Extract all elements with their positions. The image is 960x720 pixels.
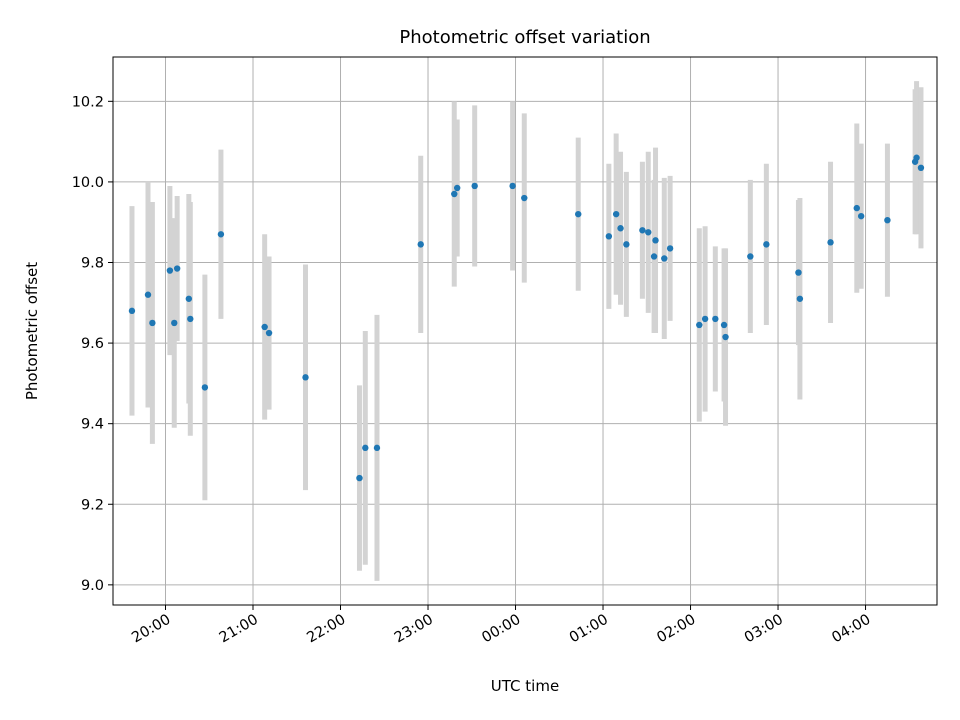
data-point	[265, 329, 273, 337]
data-point	[796, 295, 804, 302]
data-point	[666, 245, 674, 252]
plot-frame	[112, 56, 938, 606]
y-tick-label: 9.6	[81, 336, 104, 352]
data-point	[187, 315, 194, 323]
data-point	[617, 225, 624, 232]
data-point	[362, 444, 369, 452]
y-tick-label: 9.2	[81, 497, 104, 513]
y-tick-label: 9.4	[81, 417, 104, 433]
y-tick-label: 9.8	[81, 256, 104, 272]
y-axis-ticks: 9.0 9.2 9.4 9.6 9.8 10.0 10.2	[72, 94, 113, 594]
data-point	[173, 265, 181, 272]
y-axis-label: Photometric offset	[23, 262, 41, 400]
data-point	[451, 190, 458, 198]
data-point	[795, 269, 802, 276]
data-point	[712, 315, 719, 323]
data-point	[623, 241, 630, 248]
y-tick-label: 9.0	[81, 578, 104, 594]
data-point	[356, 474, 363, 482]
data-point	[696, 321, 703, 329]
data-point	[853, 204, 860, 212]
data-point	[701, 315, 709, 323]
data-point	[857, 212, 865, 220]
data-point	[722, 333, 729, 341]
data-point	[652, 237, 659, 244]
data-point	[144, 291, 152, 298]
data-point	[913, 154, 920, 161]
data-point	[471, 182, 478, 190]
data-point	[612, 210, 620, 218]
data-point	[827, 239, 834, 246]
data-point	[521, 194, 528, 202]
data-point	[763, 241, 770, 248]
data-point	[645, 229, 652, 236]
data-points	[128, 154, 925, 482]
x-axis-label: UTC time	[491, 677, 559, 695]
y-tick-label: 10.2	[72, 94, 104, 110]
data-point	[217, 231, 225, 238]
data-point	[201, 384, 209, 391]
data-point	[509, 182, 516, 190]
data-point	[605, 233, 613, 240]
data-point	[128, 307, 136, 315]
data-point	[261, 323, 268, 331]
data-point	[302, 374, 309, 381]
data-point	[417, 241, 424, 248]
data-point	[185, 295, 193, 302]
data-point	[575, 210, 582, 218]
y-tick-label: 10.0	[72, 175, 104, 191]
data-point	[171, 319, 178, 327]
chart-title: Photometric offset variation	[399, 27, 650, 48]
data-point	[747, 253, 754, 260]
data-point	[884, 216, 891, 224]
data-point	[917, 164, 925, 172]
data-point	[149, 319, 156, 327]
data-point	[166, 267, 174, 274]
data-point	[650, 253, 658, 260]
data-point	[639, 227, 646, 234]
data-point	[720, 321, 728, 329]
data-point	[661, 255, 668, 262]
data-point	[373, 444, 381, 452]
data-point	[453, 184, 461, 192]
